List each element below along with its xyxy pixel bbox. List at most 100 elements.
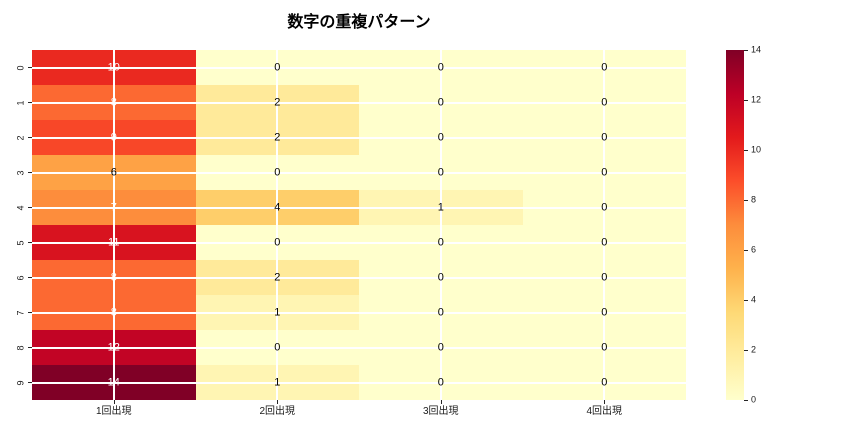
cell-value: 4 <box>274 201 281 213</box>
colorbar-tick-mark <box>744 199 748 201</box>
cell-value: 0 <box>601 201 608 213</box>
colorbar-tick-mark <box>744 49 748 51</box>
cell-value: 0 <box>601 271 608 283</box>
y-tick-mark <box>28 207 32 208</box>
gridline-horizontal <box>32 206 686 209</box>
cell-value: 8 <box>110 271 117 283</box>
cell-value: 0 <box>274 61 281 73</box>
colorbar-tick-mark <box>744 249 748 251</box>
gridline-horizontal <box>32 241 686 244</box>
cell-value: 6 <box>110 166 117 178</box>
cell-value: 0 <box>601 96 608 108</box>
colorbar <box>726 50 744 400</box>
cell-value: 0 <box>601 61 608 73</box>
y-tick-label: 2 <box>15 134 26 141</box>
gridline-vertical <box>276 50 279 400</box>
y-tick-mark <box>28 102 32 103</box>
colorbar-tick-label: 10 <box>751 144 762 155</box>
x-tick-label: 2回出現 <box>259 406 296 417</box>
gridline-horizontal <box>32 346 686 349</box>
colorbar-tick-mark <box>744 399 748 401</box>
cell-value: 1 <box>274 376 281 388</box>
y-tick-mark <box>28 347 32 348</box>
colorbar-tick-label: 14 <box>751 44 762 55</box>
y-tick-label: 9 <box>15 379 26 386</box>
gridline-vertical <box>112 50 115 400</box>
colorbar-gradient <box>726 50 744 400</box>
y-tick-mark <box>28 67 32 68</box>
colorbar-tick-mark <box>744 149 748 151</box>
cell-value: 0 <box>274 236 281 248</box>
cell-value: 0 <box>437 341 444 353</box>
y-tick-mark <box>28 382 32 383</box>
colorbar-tick-label: 0 <box>751 394 757 405</box>
gridline-horizontal <box>32 381 686 384</box>
x-tick-mark <box>440 400 442 404</box>
colorbar-tick-mark <box>744 299 748 301</box>
cell-value: 0 <box>437 131 444 143</box>
chart-title: 数字の重複パターン <box>287 14 431 31</box>
colorbar-tick-label: 8 <box>751 194 757 205</box>
y-tick-label: 0 <box>15 64 26 71</box>
cell-value: 0 <box>437 271 444 283</box>
y-tick-mark <box>28 172 32 173</box>
x-tick-mark <box>604 400 606 404</box>
cell-value: 14 <box>107 376 120 388</box>
y-tick-mark <box>28 137 32 138</box>
cell-value: 1 <box>274 306 281 318</box>
cell-value: 2 <box>274 271 281 283</box>
colorbar-tick-label: 12 <box>751 94 762 105</box>
cell-value: 0 <box>601 306 608 318</box>
y-tick-label: 3 <box>15 169 26 176</box>
gridline-horizontal <box>32 171 686 174</box>
gridlines-layer <box>32 50 686 400</box>
cell-value: 0 <box>601 236 608 248</box>
cell-value: 0 <box>437 306 444 318</box>
cell-value: 11 <box>108 236 120 248</box>
colorbar-tick-label: 6 <box>751 244 757 255</box>
x-tick-label: 1回出現 <box>95 406 132 417</box>
y-tick-label: 5 <box>15 239 26 246</box>
cell-value: 9 <box>110 131 117 143</box>
y-tick-label: 4 <box>15 204 26 211</box>
x-tick-mark <box>277 400 279 404</box>
gridline-horizontal <box>32 276 686 279</box>
cell-value: 2 <box>274 96 281 108</box>
cell-value: 12 <box>107 341 120 353</box>
gridline-vertical <box>603 50 606 400</box>
cell-value: 0 <box>437 376 444 388</box>
gridline-horizontal <box>32 136 686 139</box>
y-tick-mark <box>28 312 32 313</box>
cell-value: 0 <box>274 341 281 353</box>
colorbar-tick-label: 4 <box>751 294 757 305</box>
y-tick-mark <box>28 242 32 243</box>
gridline-horizontal <box>32 66 686 69</box>
cell-value: 0 <box>601 166 608 178</box>
cell-value: 0 <box>437 61 444 73</box>
cell-value: 0 <box>601 376 608 388</box>
cell-value: 0 <box>274 166 281 178</box>
cell-value: 0 <box>437 166 444 178</box>
cell-value: 8 <box>110 96 117 108</box>
cell-value: 0 <box>437 96 444 108</box>
gridline-horizontal <box>32 101 686 104</box>
cell-value: 1 <box>437 201 444 213</box>
y-tick-label: 1 <box>15 99 26 106</box>
gridline-horizontal <box>32 311 686 314</box>
cell-value: 0 <box>437 236 444 248</box>
colorbar-tick-mark <box>744 349 748 351</box>
cell-value: 7 <box>110 201 117 213</box>
x-tick-mark <box>113 400 115 404</box>
cell-value: 2 <box>274 131 281 143</box>
cell-value: 0 <box>601 341 608 353</box>
colorbar-tick-mark <box>744 99 748 101</box>
gridline-vertical <box>439 50 442 400</box>
cell-value: 0 <box>601 131 608 143</box>
colorbar-tick-label: 2 <box>751 344 757 355</box>
x-tick-label: 3回出現 <box>422 406 459 417</box>
cell-value: 8 <box>110 306 117 318</box>
y-tick-label: 6 <box>15 274 26 281</box>
annotations-layer: 1 0 0 0 0 8 2 0 0 9 2 0 0 6 0 0 0 7 4 1 0 11 0 0 0 8 2 0 0 8 1 0 0 12 0 0 0 1… <box>32 50 686 400</box>
heatmap-plot: 1 0 0 0 0 8 2 0 0 9 2 0 0 6 0 0 0 7 4 1 0 11 0 0 0 8 2 0 0 8 1 0 0 12 0 0 0 1… <box>32 50 686 400</box>
y-tick-label: 8 <box>15 344 26 351</box>
